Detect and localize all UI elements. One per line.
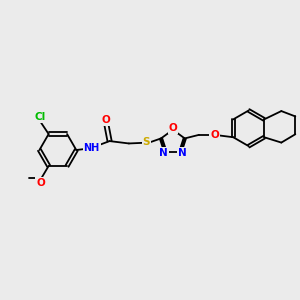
Text: O: O [210,130,219,140]
Text: NH: NH [84,142,100,153]
Text: O: O [102,115,111,125]
Text: N: N [159,148,168,158]
Text: S: S [142,137,150,147]
Text: O: O [36,178,45,188]
Text: N: N [178,148,186,158]
Text: O: O [169,123,177,133]
Text: Cl: Cl [34,112,45,122]
